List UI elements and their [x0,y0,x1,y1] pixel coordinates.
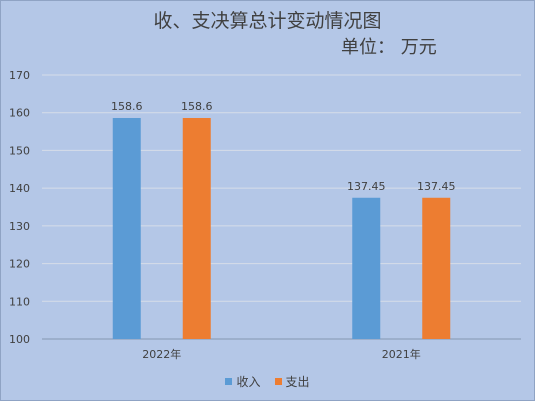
bar-income [112,117,141,339]
bar-income [352,197,381,339]
data-label: 158.6 [111,100,143,113]
x-tick-label: 2022年 [142,347,181,361]
legend-swatch-expense [274,378,282,385]
y-tick-label: 120 [9,258,30,271]
bar-expense [422,197,451,339]
data-label: 137.45 [417,180,456,193]
y-tick-label: 150 [9,144,30,157]
chart-legend: 收入 支出 [1,373,534,390]
y-tick-label: 140 [9,182,30,195]
chart-unit-label: 单位： 万元 [341,37,437,58]
y-tick-label: 100 [9,333,30,346]
y-tick-label: 170 [9,69,30,82]
legend-item-expense: 支出 [274,373,310,390]
y-tick-label: 110 [9,295,30,308]
legend-item-income: 收入 [225,373,261,390]
chart-title: 收、支决算总计变动情况图 [153,10,382,32]
data-label: 137.45 [347,180,386,193]
data-label: 158.6 [181,100,213,113]
x-tick-label: 2021年 [382,347,421,361]
legend-label-income: 收入 [236,375,261,389]
legend-swatch-income [225,378,233,385]
y-tick-label: 130 [9,220,30,233]
legend-label-expense: 支出 [285,375,310,389]
y-tick-label: 160 [9,107,30,120]
bar-expense [182,117,211,339]
